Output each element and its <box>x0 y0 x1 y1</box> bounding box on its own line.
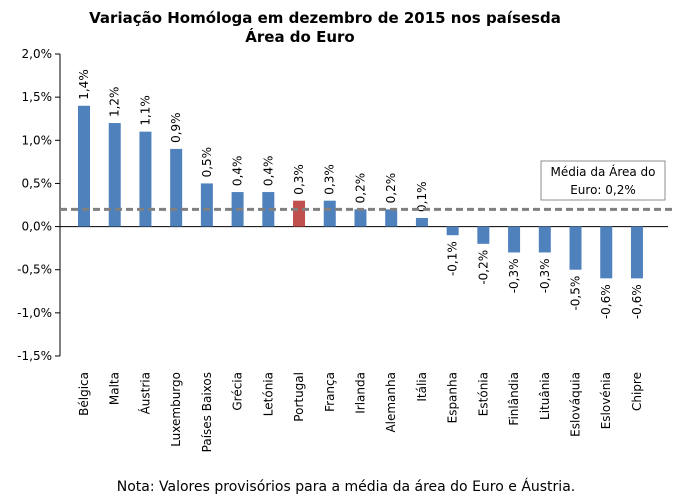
data-label: 0,4% <box>231 156 245 187</box>
bar <box>354 209 367 227</box>
category-label: Chipre <box>630 372 644 411</box>
data-labels: 1,4% 1,2% 1,1% 0,9% 0,5% 0,4% 0,4% 0,3% 0,3% 0,2%… <box>77 69 644 319</box>
y-tick-label: 1,5% <box>22 90 53 104</box>
bar <box>508 226 521 253</box>
bar <box>108 123 121 227</box>
category-label: Países Baixos <box>200 372 214 452</box>
reference-legend-line2: Euro: 0,2% <box>570 183 636 197</box>
data-label: -0,5% <box>569 276 583 311</box>
data-label: 0,5% <box>200 147 214 178</box>
bar <box>385 209 398 227</box>
category-label: Áustria <box>137 372 152 414</box>
category-label: Portugal <box>292 372 306 422</box>
y-tick-label: 0,5% <box>22 176 53 190</box>
data-label: 1,4% <box>77 69 91 100</box>
category-label: Irlanda <box>353 372 367 414</box>
data-label: 0,1% <box>415 181 429 212</box>
data-label: 0,4% <box>261 156 275 187</box>
data-label: 0,2% <box>353 173 367 204</box>
bar <box>477 226 490 244</box>
category-label: Bélgica <box>77 372 91 416</box>
category-label: Finlândia <box>507 372 521 426</box>
data-label: -0,6% <box>630 284 644 319</box>
bar <box>78 105 90 227</box>
bar <box>415 217 428 227</box>
category-label: Alemanha <box>384 372 398 433</box>
data-label: 0,9% <box>169 112 183 143</box>
bar <box>293 200 306 227</box>
bar <box>200 183 213 227</box>
y-tick-label: 0,0% <box>22 220 53 234</box>
reference-legend-box <box>540 160 666 201</box>
bar <box>262 192 275 227</box>
category-label: Eslováquia <box>569 372 583 437</box>
data-label: 1,1% <box>138 95 152 126</box>
y-tick-label: 2,0% <box>22 47 53 61</box>
category-label: Letónia <box>261 372 275 416</box>
category-label: Grécia <box>231 372 245 411</box>
chart-note: Nota: Valores provisórios para a média d… <box>117 478 575 495</box>
data-label: 0,3% <box>323 164 337 195</box>
category-label: Malta <box>108 372 122 405</box>
category-labels: Bélgica Malta Áustria Luxemburgo Países Baix… <box>77 372 644 452</box>
data-label: 0,3% <box>292 164 306 195</box>
y-tick-label: -1,5% <box>17 349 52 363</box>
data-label: -0,3% <box>507 258 521 293</box>
bars <box>78 105 643 279</box>
data-label: 0,2% <box>384 173 398 204</box>
bar <box>538 226 551 253</box>
category-label: Eslovénia <box>599 372 613 429</box>
category-label: Lituânia <box>538 372 552 420</box>
category-label: Estónia <box>476 372 490 416</box>
bar <box>323 200 336 227</box>
category-label: França <box>323 372 337 412</box>
category-label: Itália <box>415 372 429 402</box>
y-tick-label: 1,0% <box>22 133 53 147</box>
y-tick-label: -1,0% <box>17 306 52 320</box>
bar <box>630 226 643 279</box>
data-label: -0,1% <box>446 241 460 276</box>
chart-title-line1: Variação Homóloga em dezembro de 2015 no… <box>89 9 561 27</box>
data-label: -0,2% <box>476 250 490 285</box>
bar <box>139 131 152 227</box>
bar <box>446 226 459 236</box>
category-label: Espanha <box>446 372 460 423</box>
data-label: -0,3% <box>538 258 552 293</box>
chart-title-line2: Área do Euro <box>245 27 354 46</box>
bar <box>569 226 582 270</box>
bar <box>600 226 613 279</box>
reference-legend: Média da Área do Euro: 0,2% <box>540 160 666 201</box>
y-tick-label: -0,5% <box>17 263 52 277</box>
category-label: Luxemburgo <box>169 372 183 447</box>
data-label: -0,6% <box>599 284 613 319</box>
data-label: 1,2% <box>108 87 122 118</box>
reference-legend-line1: Média da Área do <box>550 164 655 179</box>
bar <box>170 148 183 227</box>
